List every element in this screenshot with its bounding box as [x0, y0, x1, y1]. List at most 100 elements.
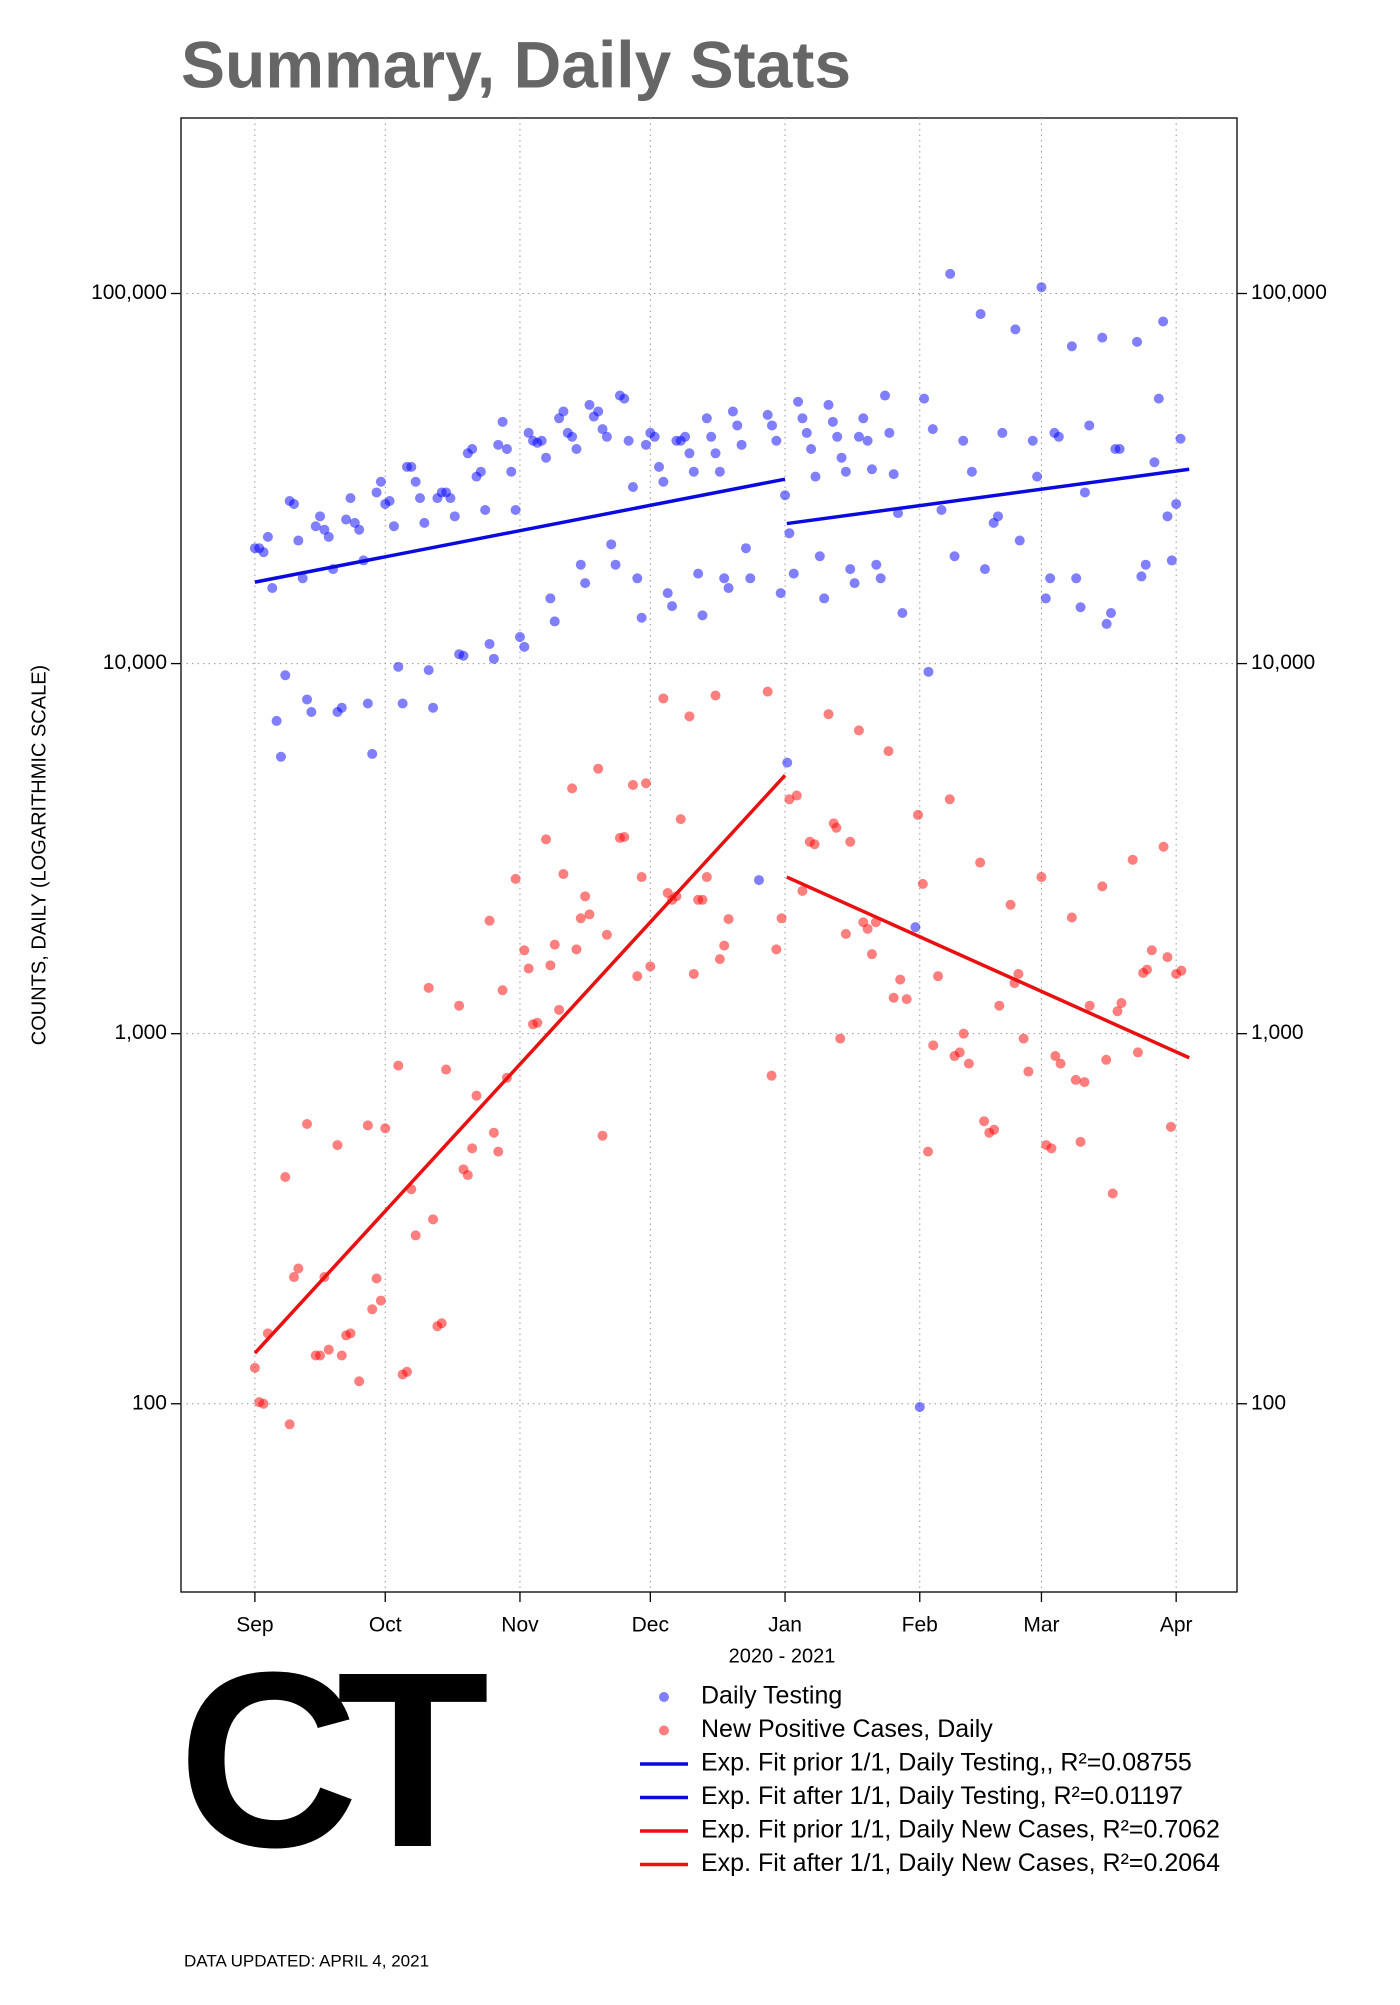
data-point — [519, 641, 530, 652]
y2-tick-label: 1,000 — [1251, 1021, 1304, 1044]
data-point — [1112, 1006, 1123, 1017]
data-point — [875, 573, 886, 584]
data-point — [558, 869, 569, 880]
data-point — [979, 564, 990, 575]
y-tick-label: 10,000 — [103, 651, 167, 674]
data-point — [336, 702, 347, 713]
data-point — [762, 409, 773, 420]
data-point — [827, 416, 838, 427]
data-point — [1050, 1051, 1061, 1062]
data-point — [862, 923, 873, 934]
fit-line — [253, 774, 787, 1355]
data-point — [688, 466, 699, 477]
data-point — [762, 686, 773, 697]
data-point — [736, 439, 747, 450]
data-point — [506, 466, 517, 477]
data-point — [410, 476, 421, 487]
data-point — [1046, 1143, 1057, 1154]
data-point — [523, 963, 534, 974]
data-point — [1045, 573, 1056, 584]
data-point — [554, 1004, 565, 1015]
data-point — [536, 435, 547, 446]
data-point — [593, 763, 604, 774]
data-point — [732, 420, 743, 431]
data-point — [293, 535, 304, 546]
data-point — [914, 1402, 925, 1413]
data-point — [1055, 1058, 1066, 1069]
data-point — [549, 616, 560, 627]
data-point — [428, 702, 439, 713]
data-point — [944, 794, 955, 805]
data-point — [845, 564, 856, 575]
legend-marker — [659, 1692, 669, 1702]
data-point — [823, 399, 834, 410]
data-point — [810, 471, 821, 482]
data-point — [497, 416, 508, 427]
data-point — [267, 583, 278, 594]
data-point — [1066, 341, 1077, 352]
data-point — [597, 1130, 608, 1141]
data-point — [297, 573, 308, 584]
x-tick-label: Nov — [501, 1614, 539, 1637]
data-point — [684, 711, 695, 722]
data-point — [784, 528, 795, 539]
data-point — [835, 1033, 846, 1044]
data-point — [649, 431, 660, 442]
data-point — [901, 994, 912, 1005]
data-point — [467, 444, 478, 455]
data-point — [753, 875, 764, 886]
data-point — [645, 961, 656, 972]
footer: DATA UPDATED: APRIL 4, 2021 — [184, 1951, 429, 1970]
data-point — [791, 790, 802, 801]
data-point — [1127, 854, 1138, 865]
data-point — [610, 559, 621, 570]
data-point — [1097, 332, 1108, 343]
data-point — [632, 971, 643, 982]
data-point — [484, 638, 495, 649]
data-point — [958, 1028, 969, 1039]
data-point — [658, 476, 669, 487]
data-point — [923, 666, 934, 677]
data-point — [380, 1123, 391, 1134]
data-point — [793, 396, 804, 407]
x-tick-label: Jan — [768, 1614, 802, 1637]
data-point — [293, 1263, 304, 1274]
data-point — [471, 1090, 482, 1101]
data-point — [806, 444, 817, 455]
data-point — [575, 559, 586, 570]
data-point — [880, 390, 890, 401]
data-point — [315, 1350, 326, 1361]
data-point — [1165, 1121, 1176, 1132]
data-point — [580, 891, 591, 902]
data-point — [719, 573, 730, 584]
data-point — [632, 573, 643, 584]
data-point — [1140, 559, 1151, 570]
data-point — [375, 1295, 386, 1306]
data-point — [510, 505, 521, 516]
y2-tick-label: 100 — [1251, 1391, 1286, 1414]
data-point — [623, 435, 634, 446]
data-point — [862, 435, 873, 446]
data-point — [866, 464, 877, 475]
legend-marker — [659, 1725, 669, 1736]
data-point — [814, 551, 825, 562]
data-point — [832, 431, 843, 442]
data-point — [840, 466, 851, 477]
data-point — [371, 1273, 382, 1284]
fit-line — [786, 875, 1190, 1060]
data-point — [558, 406, 569, 417]
data-point — [1084, 420, 1095, 431]
data-point — [428, 1214, 439, 1225]
data-point — [1079, 487, 1090, 498]
data-point — [488, 1127, 499, 1138]
data-point — [601, 929, 612, 940]
data-point — [510, 873, 521, 884]
data-point — [323, 1344, 334, 1355]
data-point — [766, 1070, 777, 1081]
data-point — [1036, 282, 1047, 293]
data-point — [945, 268, 956, 279]
data-point — [1075, 1136, 1086, 1147]
data-point — [1162, 952, 1173, 963]
data-point — [819, 593, 830, 604]
data-point — [883, 746, 894, 757]
